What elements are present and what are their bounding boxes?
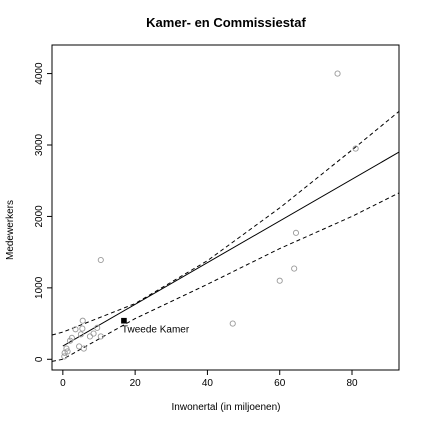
data-point	[352, 145, 359, 152]
y-tick-label: 1000	[34, 276, 45, 299]
data-point	[97, 333, 104, 340]
y-tick-label: 2000	[34, 205, 45, 228]
data-point	[97, 256, 104, 264]
data-point	[79, 317, 86, 324]
data-point	[68, 334, 75, 341]
y-axis-label: Medewerkers	[5, 200, 16, 260]
x-tick-label: 20	[130, 378, 142, 389]
data-point	[291, 265, 298, 272]
y-tick-label: 4000	[34, 62, 45, 85]
data-point	[276, 277, 283, 284]
data-point	[334, 70, 341, 77]
chart-title: Kamer- en Commissiestaf	[146, 15, 306, 30]
x-tick-label: 60	[274, 378, 286, 389]
data-point	[292, 229, 300, 236]
fit-line	[62, 151, 400, 347]
data-point	[72, 326, 79, 333]
data-point	[63, 345, 70, 352]
data-point	[229, 320, 236, 327]
fit-line-group	[62, 151, 400, 347]
highlight-group: Tweede Kamer	[121, 317, 190, 336]
data-point	[61, 353, 68, 360]
data-point	[80, 345, 87, 352]
y-tick-label: 0	[34, 356, 45, 362]
x-tick-label: 0	[60, 378, 66, 389]
data-point	[64, 348, 71, 355]
data-point-group	[61, 70, 359, 360]
x-tick-label: 80	[346, 378, 358, 389]
axis-ticks: 0 20 40 60 80 0 1000 2000 3000 4000	[34, 62, 358, 389]
plot-frame	[51, 44, 400, 371]
highlight-label: Tweede Kamer	[122, 325, 190, 336]
data-point	[90, 330, 97, 337]
data-point	[79, 325, 86, 332]
data-point	[94, 324, 101, 331]
highlight-point	[121, 317, 127, 324]
data-point	[77, 331, 84, 338]
y-tick-label: 3000	[34, 133, 45, 156]
x-tick-label: 40	[202, 378, 214, 389]
x-axis-label: Inwonertal (in miljoenen)	[172, 402, 281, 413]
